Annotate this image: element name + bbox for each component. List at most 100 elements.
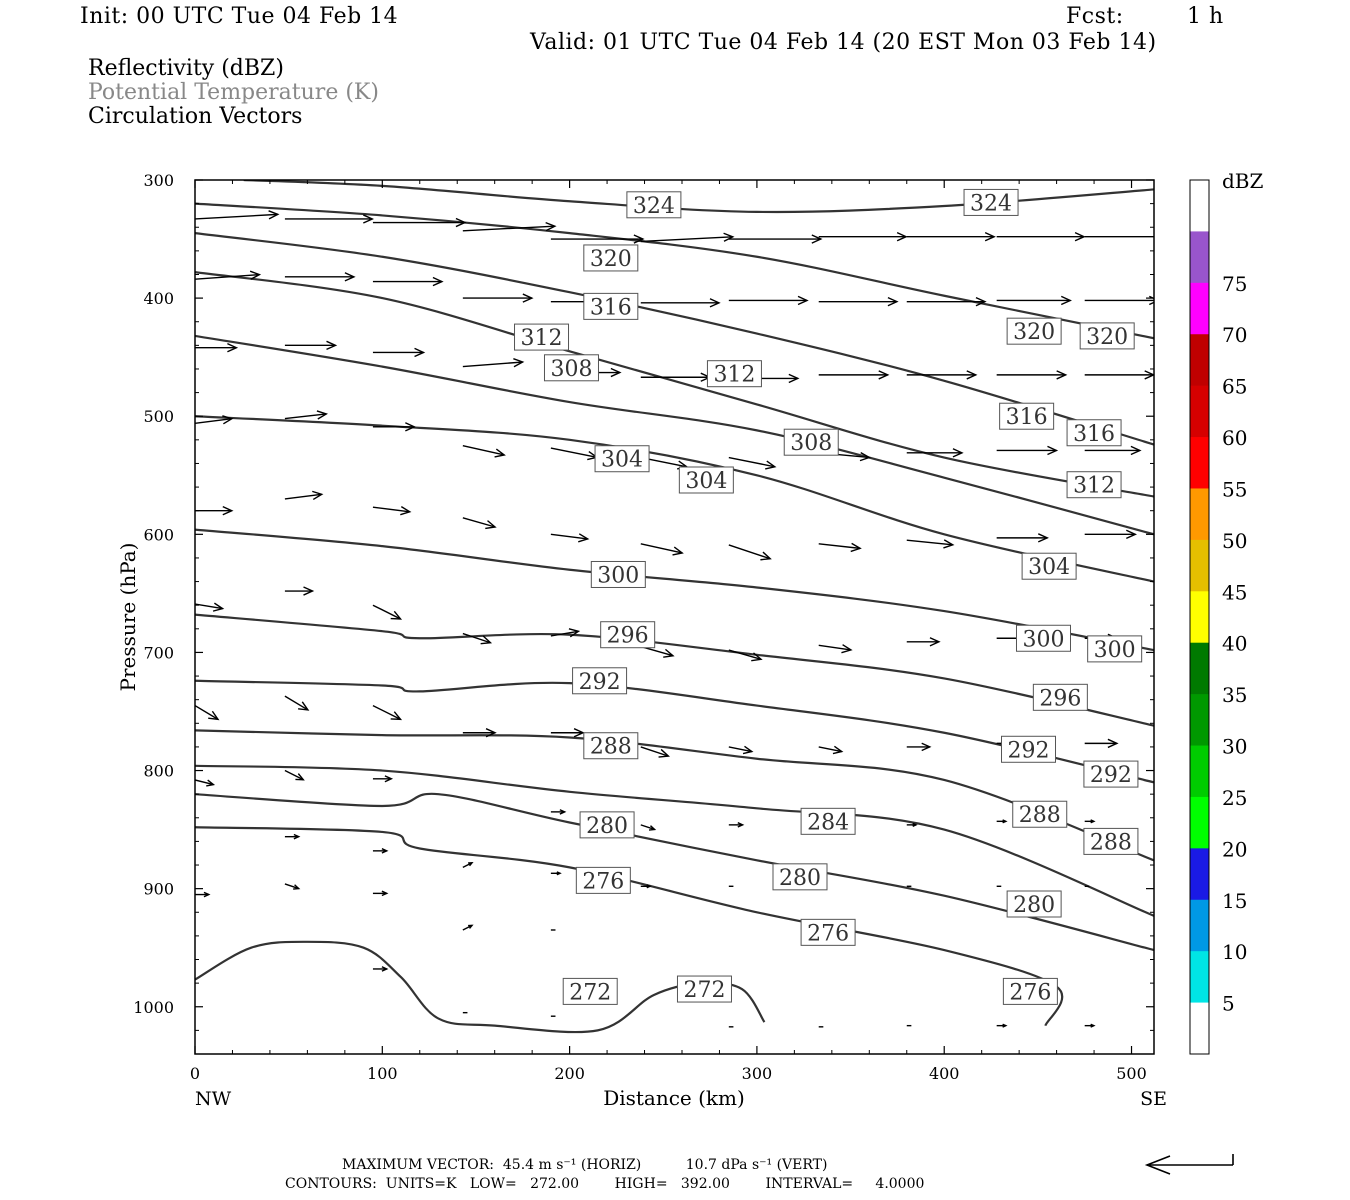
- y-tick-label-900: 900: [143, 880, 174, 899]
- circulation-vector-13: [372, 276, 444, 287]
- x-tick-label-300: 300: [742, 1064, 773, 1083]
- legend-potential-temperature: Potential Temperature (K): [88, 80, 379, 105]
- isentrope-label-308-0: 308: [550, 357, 592, 382]
- vector-head-51: [850, 542, 862, 553]
- circulation-vector-61: [728, 649, 763, 662]
- vector-head-98: [203, 891, 211, 898]
- colorbar-label-20: 20: [1222, 837, 1247, 861]
- isentrope-label-box-284-0: [800, 807, 856, 835]
- isentrope-label-312-2: 312: [1073, 474, 1115, 499]
- isentrope-label-276-2: 276: [1009, 980, 1051, 1005]
- circulation-vector-42: [996, 445, 1059, 456]
- circulation-vector-1: [284, 214, 375, 224]
- vector-head-68: [390, 711, 403, 721]
- vector-shaft-71: [640, 746, 669, 757]
- colorbar-label-45: 45: [1222, 580, 1247, 604]
- circulation-vector-72: [728, 745, 754, 755]
- colorbar-segment-14: [1190, 282, 1209, 335]
- isentrope-label-300-0: 300: [597, 563, 639, 588]
- colorbar-segment-13: [1190, 334, 1209, 387]
- y-tick-label-700: 700: [143, 643, 174, 662]
- isentrope-312: [195, 271, 1154, 498]
- vector-head-60: [663, 648, 675, 658]
- circulation-vector-77: [195, 779, 216, 787]
- vector-head-23: [326, 340, 338, 351]
- vector-head-28: [788, 373, 800, 384]
- isentrope-label-box-308-1: [783, 428, 839, 456]
- vector-head-42: [1047, 445, 1059, 456]
- isentrope-label-320-1: 320: [1013, 320, 1055, 345]
- vector-head-55: [212, 602, 225, 612]
- colorbar-segment-4: [1190, 796, 1209, 849]
- circulation-vector-43: [1084, 445, 1142, 456]
- colorbar-segment-8: [1190, 591, 1209, 644]
- circulation-vector-9: [996, 232, 1086, 242]
- forecast-label: Fcst:: [1066, 4, 1124, 29]
- circulation-vector-23: [284, 340, 338, 351]
- vector-head-81: [648, 825, 657, 831]
- vector-head-74: [921, 742, 932, 752]
- colorbar-segment-7: [1190, 642, 1209, 695]
- vector-head-77: [206, 779, 216, 787]
- vector-head-82: [737, 822, 745, 828]
- colorbar-label-75: 75: [1222, 272, 1247, 296]
- isentrope-label-292-2: 292: [1090, 763, 1132, 788]
- isentrope-label-280-2: 280: [1013, 893, 1055, 918]
- vector-shaft-25: [462, 361, 523, 368]
- circulation-vector-16: [640, 298, 721, 308]
- circulation-vector-11: [195, 270, 262, 280]
- circulation-vector-85: [996, 819, 1008, 824]
- vector-head-22: [227, 343, 239, 353]
- colorbar-label-10: 10: [1222, 940, 1247, 964]
- x-tick-label-100: 100: [367, 1064, 398, 1083]
- vector-shaft-68: [372, 704, 401, 721]
- isentrope-label-box-288-1: [1012, 800, 1068, 828]
- colorbar-label-30: 30: [1222, 735, 1247, 759]
- circulation-vector-79: [372, 775, 394, 783]
- colorbar-segment-11: [1190, 437, 1209, 489]
- isentrope-label-300-1: 300: [1022, 627, 1064, 652]
- vector-head-25: [513, 358, 525, 368]
- legend-reflectivity: Reflectivity (dBZ): [88, 56, 284, 81]
- vector-shaft-57: [372, 604, 401, 620]
- vector-head-57: [390, 610, 403, 620]
- vector-shaft-11: [195, 273, 260, 280]
- vector-head-79: [384, 775, 394, 783]
- isentrope-label-box-292-0: [572, 667, 628, 695]
- vector-head-72: [742, 745, 754, 755]
- vector-shaft-49: [640, 543, 683, 554]
- colorbar-label-65: 65: [1222, 375, 1247, 399]
- isentrope-label-box-300-0: [590, 560, 646, 588]
- circulation-vector-108: [1084, 1023, 1096, 1028]
- vector-shaft-99: [462, 924, 473, 931]
- isentrope-label-box-324-1: [963, 188, 1019, 216]
- colorbar-label-5: 5: [1222, 992, 1235, 1016]
- colorbar-segment-15: [1190, 231, 1209, 284]
- vector-head-1: [363, 214, 375, 224]
- isentrope-label-316-1: 316: [1006, 405, 1048, 430]
- y-tick-label-800: 800: [143, 762, 174, 781]
- x-end-label-nw: NW: [195, 1088, 232, 1110]
- circulation-vector-22: [195, 343, 239, 353]
- isentrope-280: [195, 792, 1154, 952]
- vector-shaft-67: [284, 695, 309, 711]
- vector-head-4: [633, 234, 645, 244]
- circulation-vector-19: [906, 296, 987, 307]
- x-end-label-se: SE: [1140, 1088, 1167, 1110]
- isentrope-label-296-1: 296: [1039, 686, 1081, 711]
- vector-head-92: [556, 871, 562, 876]
- vector-head-31: [1056, 370, 1068, 380]
- circulation-vector-20: [996, 295, 1072, 306]
- isentrope-label-304-1: 304: [685, 469, 727, 494]
- isentrope-label-316-0: 316: [590, 295, 632, 320]
- vector-shaft-91: [462, 862, 473, 869]
- vector-head-46: [400, 506, 412, 516]
- circulation-vector-34: [284, 410, 329, 420]
- vector-head-50: [760, 551, 772, 561]
- vector-head-0: [268, 210, 280, 220]
- vector-shaft-77: [195, 779, 214, 786]
- y-tick-label-400: 400: [143, 289, 174, 308]
- vector-head-36: [494, 448, 506, 458]
- x-tick-label-0: 0: [190, 1064, 200, 1083]
- colorbar-label-25: 25: [1222, 786, 1247, 810]
